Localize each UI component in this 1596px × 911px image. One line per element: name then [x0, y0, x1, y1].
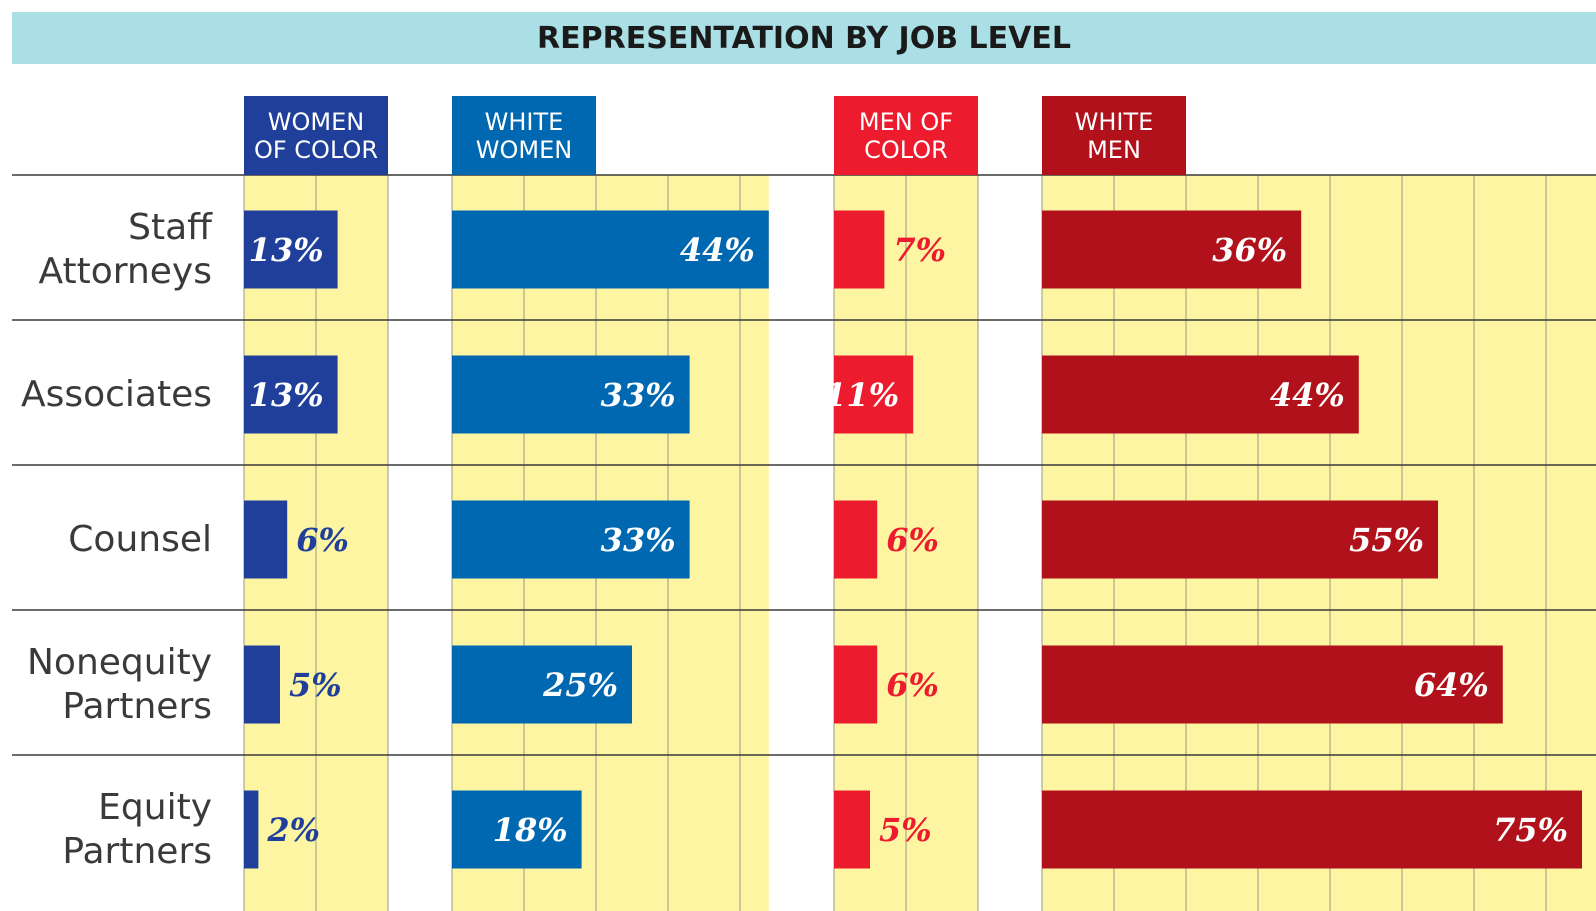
category-label: Associates — [20, 373, 212, 415]
series-header: WOMEN OF COLOR — [244, 96, 388, 175]
bar — [452, 210, 769, 289]
value-label: 6% — [296, 520, 349, 559]
category-label: Counsel — [68, 518, 212, 560]
value-label: 13% — [248, 230, 324, 269]
value-label: 13% — [248, 375, 324, 414]
bar — [1042, 210, 1302, 289]
value-label: 5% — [879, 810, 932, 849]
value-label: 36% — [1212, 230, 1288, 269]
bar — [834, 645, 878, 724]
value-label: 33% — [600, 520, 676, 559]
bar — [244, 355, 338, 434]
value-label: 6% — [886, 665, 939, 704]
bar — [1042, 355, 1359, 434]
bar — [1042, 500, 1438, 579]
category-label: Nonequity Partners — [26, 641, 212, 727]
bar — [1042, 645, 1503, 724]
value-label: 75% — [1493, 810, 1568, 849]
bar — [834, 210, 885, 289]
chart-title: REPRESENTATION BY JOB LEVEL — [12, 12, 1596, 64]
bar — [452, 790, 582, 869]
bar — [834, 500, 878, 579]
value-label: 11% — [824, 375, 900, 414]
bar — [244, 645, 280, 724]
value-label: 25% — [543, 665, 618, 704]
value-label: 44% — [1269, 375, 1345, 414]
category-label: Staff Attorneys — [38, 206, 212, 292]
bar — [1042, 790, 1582, 869]
bar — [244, 500, 288, 579]
value-label: 2% — [267, 810, 321, 849]
value-label: 55% — [1349, 520, 1424, 559]
bar — [834, 355, 914, 434]
series-header: WHITE WOMEN — [452, 96, 596, 175]
bar — [244, 210, 338, 289]
value-label: 44% — [679, 230, 755, 269]
value-label: 33% — [600, 375, 676, 414]
value-label: 5% — [289, 665, 342, 704]
value-label: 18% — [492, 810, 568, 849]
bar — [452, 500, 690, 579]
bar — [834, 790, 870, 869]
value-label: 7% — [893, 230, 947, 269]
bar — [452, 355, 690, 434]
value-label: 64% — [1413, 665, 1489, 704]
value-label: 6% — [886, 520, 939, 559]
bar — [452, 645, 632, 724]
bar — [244, 790, 259, 869]
category-label: Equity Partners — [62, 786, 212, 872]
series-header: WHITE MEN — [1042, 96, 1186, 175]
series-header: MEN OF COLOR — [834, 96, 978, 175]
